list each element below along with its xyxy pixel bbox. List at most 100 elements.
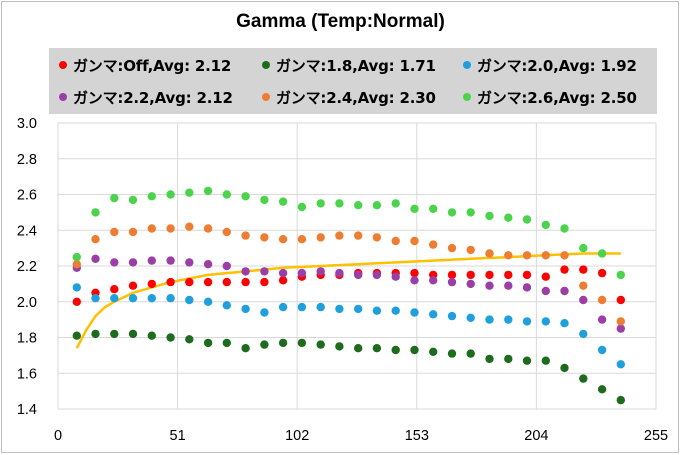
data-point-series-3 bbox=[447, 277, 457, 287]
data-point-series-5 bbox=[128, 195, 138, 205]
data-point-series-2 bbox=[466, 313, 475, 322]
x-tick-label: 102 bbox=[285, 428, 309, 444]
data-point-series-4 bbox=[128, 227, 138, 237]
data-point-series-1 bbox=[485, 354, 494, 364]
data-point-series-3 bbox=[278, 268, 288, 278]
data-point-series-0 bbox=[260, 277, 269, 287]
data-point-series-0 bbox=[597, 268, 607, 278]
data-point-series-2 bbox=[335, 304, 344, 314]
data-point-series-3 bbox=[485, 281, 494, 290]
data-point-series-2 bbox=[597, 345, 607, 355]
y-tick-label: 1.8 bbox=[17, 331, 37, 347]
data-point-series-3 bbox=[579, 295, 588, 305]
data-point-series-0 bbox=[110, 285, 119, 294]
data-point-series-4 bbox=[579, 281, 588, 290]
data-point-series-0 bbox=[616, 295, 625, 305]
data-point-series-2 bbox=[447, 311, 457, 321]
data-point-series-1 bbox=[616, 395, 625, 405]
data-point-series-5 bbox=[316, 199, 325, 208]
data-point-series-0 bbox=[485, 270, 494, 280]
data-point-series-4 bbox=[260, 233, 269, 242]
data-point-series-3 bbox=[541, 286, 550, 296]
data-point-series-3 bbox=[110, 258, 119, 267]
data-point-series-3 bbox=[185, 258, 194, 267]
legend-item-2-6: ガンマ:2.6,Avg: 2.50 bbox=[463, 87, 637, 108]
data-point-series-5 bbox=[504, 213, 513, 222]
data-point-series-4 bbox=[222, 227, 231, 237]
data-point-series-4 bbox=[354, 231, 363, 240]
data-point-series-2 bbox=[91, 294, 100, 303]
data-point-series-5 bbox=[166, 190, 175, 199]
data-point-series-1 bbox=[579, 374, 588, 383]
y-tick-label: 1.6 bbox=[17, 366, 37, 382]
data-point-series-2 bbox=[128, 294, 138, 303]
data-point-series-4 bbox=[541, 251, 550, 260]
data-point-series-1 bbox=[297, 338, 307, 348]
data-point-series-0 bbox=[466, 270, 475, 280]
data-point-series-4 bbox=[166, 224, 175, 233]
data-point-series-1 bbox=[278, 338, 288, 348]
data-point-series-1 bbox=[185, 335, 194, 344]
data-point-series-2 bbox=[372, 306, 382, 315]
data-point-series-3 bbox=[335, 268, 344, 278]
data-point-series-4 bbox=[372, 233, 382, 242]
data-point-series-4 bbox=[110, 227, 119, 237]
legend-item-2-0: ガンマ:2.0,Avg: 1.92 bbox=[463, 55, 637, 76]
legend-marker bbox=[59, 61, 67, 69]
data-point-series-0 bbox=[222, 277, 231, 287]
legend-label: ガンマ:2.0,Avg: 1.92 bbox=[477, 57, 637, 75]
data-point-series-1 bbox=[372, 344, 382, 353]
data-point-series-3 bbox=[429, 276, 438, 285]
data-point-series-0 bbox=[579, 265, 588, 274]
data-point-series-5 bbox=[72, 252, 82, 262]
data-point-series-1 bbox=[241, 344, 250, 353]
data-point-series-5 bbox=[429, 204, 438, 213]
data-point-series-5 bbox=[278, 197, 288, 206]
legend-marker bbox=[463, 61, 471, 69]
data-point-series-1 bbox=[504, 354, 513, 364]
data-point-series-1 bbox=[597, 385, 607, 394]
data-point-series-2 bbox=[147, 294, 156, 303]
data-point-series-1 bbox=[447, 349, 457, 358]
data-point-series-3 bbox=[297, 268, 307, 278]
data-point-series-3 bbox=[597, 315, 607, 324]
x-tick-label: 255 bbox=[644, 428, 668, 444]
data-point-series-0 bbox=[410, 268, 419, 278]
data-point-series-1 bbox=[541, 356, 550, 365]
data-point-series-5 bbox=[522, 215, 532, 224]
data-point-series-1 bbox=[91, 329, 100, 339]
data-point-series-4 bbox=[185, 222, 194, 231]
data-point-series-4 bbox=[316, 233, 325, 242]
data-point-series-5 bbox=[110, 193, 119, 203]
data-point-series-3 bbox=[391, 272, 400, 281]
data-point-series-2 bbox=[354, 304, 363, 314]
data-point-series-2 bbox=[222, 301, 231, 310]
data-point-series-1 bbox=[391, 345, 400, 355]
y-tick-label: 2.4 bbox=[17, 223, 37, 239]
data-point-series-4 bbox=[410, 236, 419, 246]
data-point-series-3 bbox=[354, 270, 363, 280]
data-point-series-1 bbox=[147, 331, 156, 340]
data-point-series-4 bbox=[485, 249, 494, 258]
data-point-series-5 bbox=[91, 208, 100, 217]
data-point-series-2 bbox=[429, 310, 438, 319]
data-point-series-5 bbox=[541, 220, 550, 230]
data-point-series-2 bbox=[260, 308, 269, 317]
data-point-series-5 bbox=[560, 224, 569, 233]
data-point-series-2 bbox=[541, 317, 550, 326]
data-point-series-1 bbox=[410, 345, 419, 355]
data-point-series-5 bbox=[297, 202, 307, 212]
data-point-series-1 bbox=[166, 333, 175, 342]
data-point-series-3 bbox=[203, 260, 213, 269]
data-point-series-5 bbox=[579, 243, 588, 253]
data-point-series-0 bbox=[504, 270, 513, 280]
data-point-series-4 bbox=[560, 251, 569, 260]
data-point-series-5 bbox=[391, 199, 400, 208]
legend-label: ガンマ:2.4,Avg: 2.30 bbox=[276, 89, 436, 107]
data-point-series-1 bbox=[110, 329, 119, 339]
legend-item-2-2: ガンマ:2.2,Avg: 2.12 bbox=[59, 87, 233, 108]
data-point-series-0 bbox=[278, 276, 288, 285]
data-point-series-5 bbox=[185, 188, 194, 197]
data-point-series-5 bbox=[241, 192, 250, 201]
data-point-series-2 bbox=[410, 308, 419, 317]
